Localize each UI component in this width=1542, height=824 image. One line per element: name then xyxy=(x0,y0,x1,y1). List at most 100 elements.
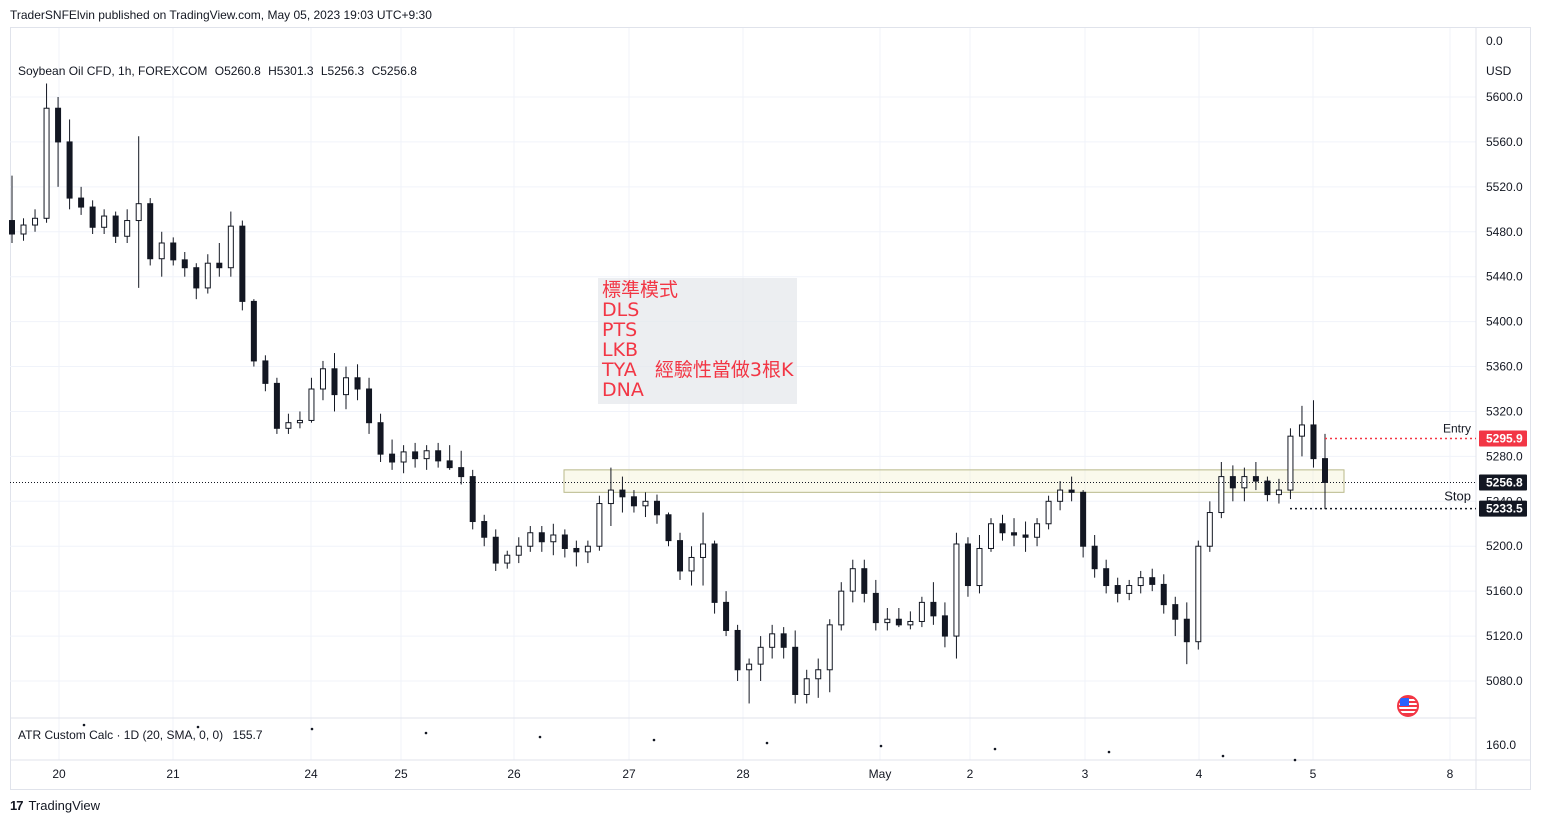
atr-point xyxy=(310,727,314,731)
candle-body xyxy=(1080,491,1087,547)
candle-body xyxy=(204,262,211,289)
y-tick-label: 5560.0 xyxy=(1486,135,1523,149)
candle-body xyxy=(135,203,142,222)
candle-body xyxy=(838,590,845,626)
atr-indicator xyxy=(82,723,1297,762)
y-tick-label: 5320.0 xyxy=(1486,404,1523,418)
footer-brand: TradingView xyxy=(28,798,101,813)
candle-body xyxy=(20,224,27,235)
symbol-legend: Soybean Oil CFD, 1h, FOREXCOM O5260.8 H5… xyxy=(18,64,421,78)
y-tick-label: 5520.0 xyxy=(1486,180,1523,194)
candle-body xyxy=(343,377,350,396)
candle-body xyxy=(1252,476,1259,482)
axis-currency: USD xyxy=(1486,64,1512,78)
atr-point xyxy=(993,747,997,751)
candle-body xyxy=(492,536,499,564)
stop-price-badge-bg xyxy=(1479,500,1527,517)
zone-rect xyxy=(563,469,1345,493)
candle-body xyxy=(55,107,62,143)
candle-body xyxy=(112,215,119,237)
atr-point xyxy=(1221,754,1225,758)
stop-price-badge: 5233.5 xyxy=(1486,502,1523,516)
y-tick-label: 5400.0 xyxy=(1486,315,1523,329)
candle-body xyxy=(89,206,96,228)
candle-body xyxy=(469,476,476,523)
candle-body xyxy=(538,532,545,543)
legend-low: L5256.3 xyxy=(320,64,365,78)
atr-point xyxy=(879,744,883,748)
candle-body xyxy=(78,197,85,208)
candle-body xyxy=(607,489,614,505)
candle-body xyxy=(653,500,660,516)
candle-body xyxy=(688,556,695,572)
atr-point xyxy=(82,723,86,727)
x-tick-label: 21 xyxy=(166,767,180,781)
y-tick-label: 5280.0 xyxy=(1486,449,1523,463)
candle-body xyxy=(308,388,315,421)
atr-point xyxy=(765,741,769,745)
candle-body xyxy=(1114,585,1121,594)
candle-body xyxy=(101,215,108,228)
x-tick-label: May xyxy=(869,767,892,781)
time-axis: 20 21 24 25 26 27 28 May 2 3 4 5 8 xyxy=(52,767,1453,781)
y-tick-label: 5600.0 xyxy=(1486,90,1523,104)
candle-body xyxy=(677,540,684,572)
candle-body xyxy=(377,422,384,455)
candle-body xyxy=(1218,476,1225,514)
y-tick-label: 5080.0 xyxy=(1486,674,1523,688)
note-line: LKB xyxy=(602,339,639,361)
candle-body xyxy=(285,422,292,429)
candle-body xyxy=(250,300,257,362)
note-line: PTS xyxy=(602,319,638,341)
note-line: DNA xyxy=(602,379,644,401)
candle-body xyxy=(1011,532,1018,536)
candle-body xyxy=(884,618,891,624)
candle-body xyxy=(1091,545,1098,570)
candle-body xyxy=(227,225,234,269)
candle-body xyxy=(953,543,960,637)
strategy-note[interactable]: 標準模式 DLS PTS LKB TYA 經驗性當做3根K DNA xyxy=(598,278,797,404)
candle-body xyxy=(389,453,396,463)
candle-body xyxy=(1022,534,1029,538)
candle-body xyxy=(895,618,902,626)
x-tick-label: 25 xyxy=(394,767,408,781)
candle-body xyxy=(1057,489,1064,502)
candle-body xyxy=(941,615,948,637)
candle-body xyxy=(584,545,591,553)
candle-body xyxy=(1160,583,1167,606)
candle-body xyxy=(803,678,810,695)
note-line: DLS xyxy=(602,299,640,321)
candle-body xyxy=(412,451,419,460)
candle-body xyxy=(366,388,373,424)
note-line: 標準模式 xyxy=(602,279,679,301)
x-tick-label: 2 xyxy=(967,767,974,781)
indicator-name: ATR Custom Calc · 1D (20, SMA, 0, 0) xyxy=(18,728,224,742)
candle-body xyxy=(1183,618,1190,643)
x-tick-label: 8 xyxy=(1447,767,1454,781)
x-tick-label: 4 xyxy=(1196,767,1203,781)
indicator-legend: ATR Custom Calc · 1D (20, SMA, 0, 0) 155… xyxy=(18,728,263,742)
y-tick-label: 5360.0 xyxy=(1486,360,1523,374)
candle-body xyxy=(32,217,39,226)
entry-label: Entry xyxy=(1443,422,1471,436)
candle-body xyxy=(193,267,200,289)
candle-body xyxy=(826,624,833,671)
candle-body xyxy=(1229,476,1236,489)
y-tick-label: 5120.0 xyxy=(1486,629,1523,643)
y-tick-label: 5440.0 xyxy=(1486,270,1523,284)
candle-body xyxy=(596,503,603,547)
candle-body xyxy=(66,141,73,199)
candle-body xyxy=(792,646,799,695)
candle-body xyxy=(1126,585,1133,594)
resistance-zone xyxy=(563,469,1345,493)
current-price-badge-bg xyxy=(1479,474,1527,491)
candle-body xyxy=(930,601,937,617)
candle-body xyxy=(746,663,753,671)
candle-body xyxy=(964,543,971,587)
candle-body xyxy=(423,450,430,460)
candle-body xyxy=(147,203,154,260)
candle-body xyxy=(619,489,626,498)
us-flag-icon[interactable] xyxy=(1397,695,1419,717)
current-price-badge: 5256.8 xyxy=(1486,475,1523,489)
